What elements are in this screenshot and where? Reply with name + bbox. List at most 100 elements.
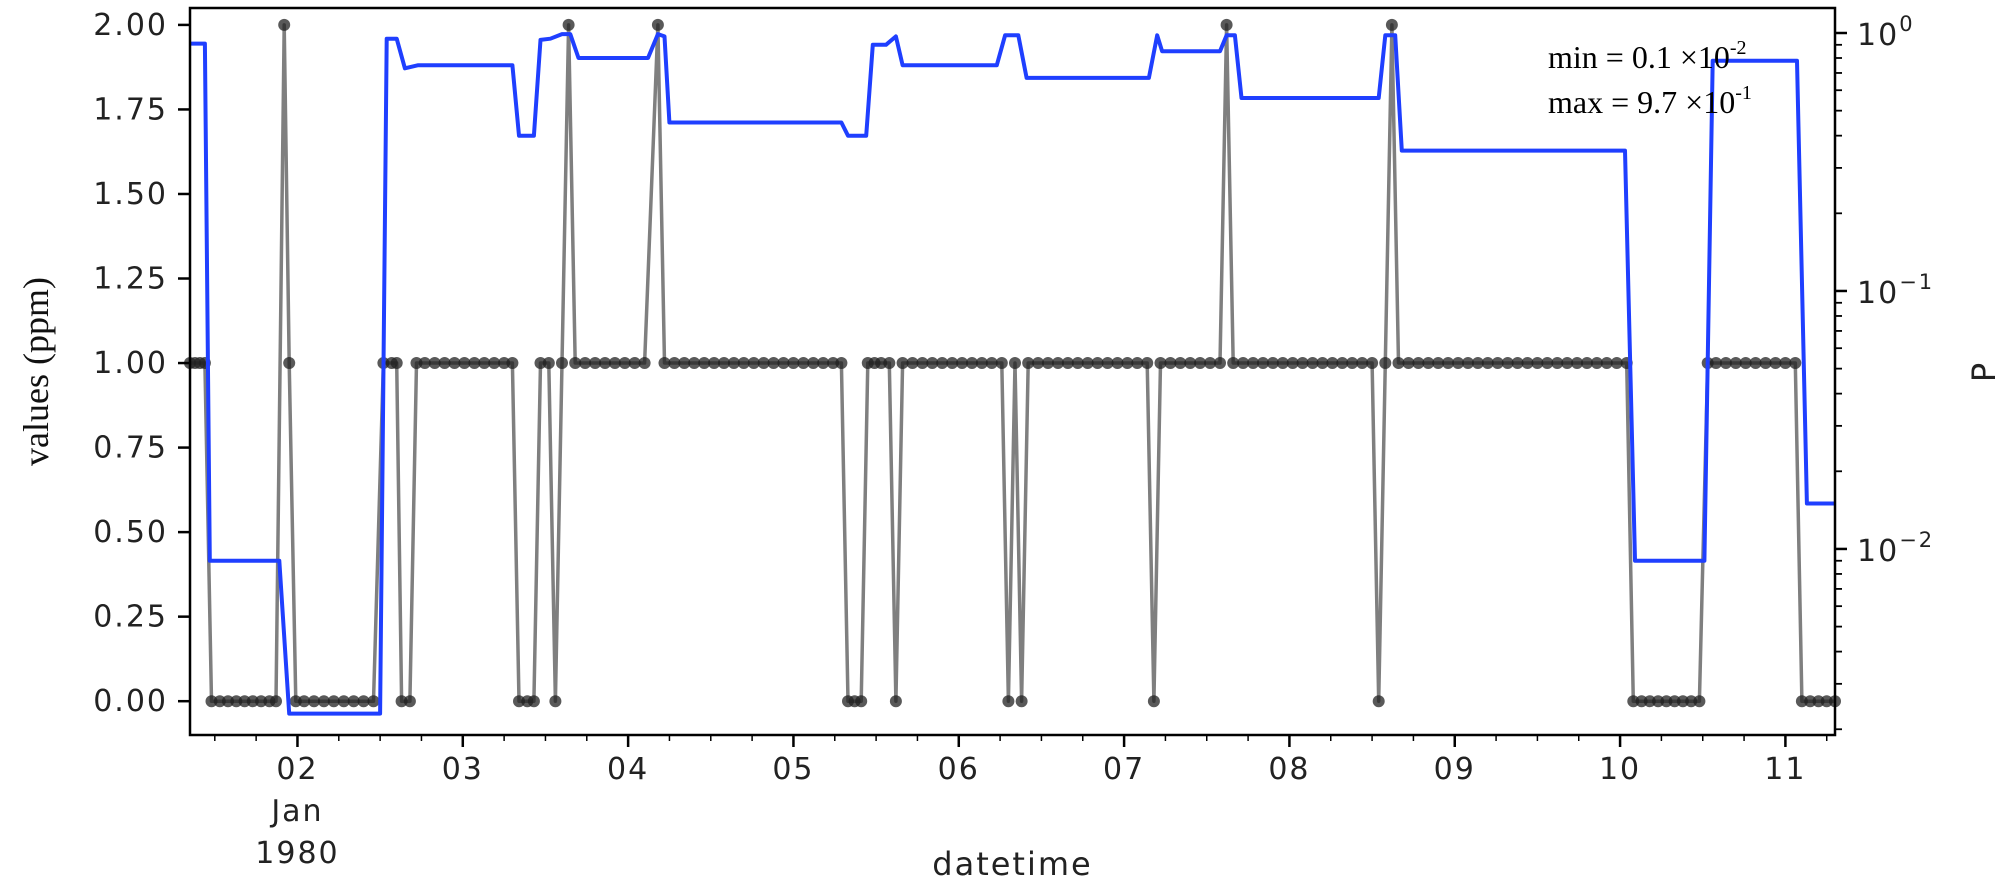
series-values-point <box>357 695 370 708</box>
series-values-point <box>317 695 330 708</box>
annotation-min: min = 0.1 ×10-2 <box>1548 37 1747 75</box>
series-values-point <box>1795 695 1808 708</box>
x-tick-label: 07 <box>1103 752 1145 787</box>
y-axis-title-left: values (ppm) <box>16 277 56 466</box>
series-values-point <box>1531 357 1544 369</box>
annotation-min-text: min = 0.1 ×10 <box>1548 39 1730 75</box>
series-values-point <box>347 695 360 708</box>
series-values-point <box>638 357 651 369</box>
series-values-point <box>1402 357 1415 369</box>
left-tick-label: 1.75 <box>93 92 168 127</box>
series-values-point <box>757 357 770 369</box>
series-values-point <box>283 357 296 369</box>
series-values-point <box>875 357 888 369</box>
series-values-point <box>1306 357 1319 369</box>
series-values-point <box>289 695 302 708</box>
series-values-point <box>1237 357 1250 369</box>
series-values-point <box>1081 357 1094 369</box>
series-values-point <box>1471 357 1484 369</box>
series-values-point <box>549 695 562 708</box>
series-values-point <box>688 357 701 369</box>
series-values-point <box>1184 357 1197 369</box>
series-values-point <box>698 357 711 369</box>
left-tick-label: 2.00 <box>93 8 168 43</box>
series-values-point <box>222 695 234 708</box>
series-values-point <box>1749 357 1762 369</box>
series-values-point <box>1257 357 1269 369</box>
series-values-point <box>1769 357 1782 369</box>
series-values-point <box>835 357 848 369</box>
series-values-point <box>1052 357 1064 369</box>
series-values-point <box>1266 357 1279 369</box>
series-values-point <box>498 357 511 369</box>
series-values-point <box>966 357 978 369</box>
left-axis: 0.00 0.25 0.50 0.75 1.00 1.25 1.50 1.75 2.00 <box>93 8 190 719</box>
series-values-point <box>708 357 721 369</box>
series-values-point <box>1643 695 1656 708</box>
left-tick-label: 0.50 <box>93 515 168 550</box>
series-values-point <box>975 357 988 369</box>
x-tick-label: 05 <box>772 752 814 787</box>
series-values-point <box>1042 357 1054 369</box>
x-tick-label: 11 <box>1764 752 1806 787</box>
series-values-point <box>238 695 251 708</box>
series-values-point <box>1590 357 1603 369</box>
series-values-point <box>668 357 681 369</box>
series-values-point <box>777 357 790 369</box>
series-values-point <box>1820 695 1833 708</box>
series-values-point <box>1164 357 1177 369</box>
series-values-point <box>1501 357 1514 369</box>
series-values-point <box>658 357 671 369</box>
series-values-point <box>1326 357 1339 369</box>
series-values-point <box>1015 695 1028 708</box>
x-tick-label: 04 <box>607 752 649 787</box>
series-values-point <box>1286 357 1299 369</box>
series-values-point <box>1316 357 1329 369</box>
series-values-point <box>1422 357 1435 369</box>
series-values-point <box>1676 695 1689 708</box>
series-values-point <box>579 357 592 369</box>
series-values-point <box>1668 695 1681 708</box>
series-values-point <box>827 357 840 369</box>
left-tick-label: 0.25 <box>93 600 168 635</box>
series-values-point <box>542 357 555 369</box>
series-values-point <box>1379 357 1392 369</box>
series-values-point <box>1685 695 1698 708</box>
series-values-point <box>1571 357 1584 369</box>
series-values-point <box>1366 357 1379 369</box>
series-values-point <box>1141 357 1154 369</box>
series-values-point <box>608 357 621 369</box>
series-values-point <box>718 357 730 369</box>
series-values-point <box>1131 357 1144 369</box>
series-values-point <box>1194 357 1207 369</box>
series-values-point <box>1710 357 1722 369</box>
series-values-point <box>270 695 282 708</box>
series-values-point <box>562 18 575 31</box>
series-values-point <box>418 357 431 369</box>
series-values-point <box>807 357 820 369</box>
series-values-point <box>727 357 740 369</box>
series-values-point <box>1610 357 1623 369</box>
series-values-point <box>936 357 949 369</box>
series-values-point <box>327 695 340 708</box>
series-values-point <box>1491 357 1504 369</box>
series-values-point <box>230 695 243 708</box>
annotation-max: max = 9.7 ×10-1 <box>1548 82 1752 120</box>
left-tick-label: 1.25 <box>93 262 168 297</box>
series-values-point <box>1174 357 1187 369</box>
left-tick-label: 1.50 <box>93 177 168 212</box>
left-tick-label: 0.75 <box>93 431 168 466</box>
series-values-point <box>1227 357 1240 369</box>
x-sublabel-year: 1980 <box>255 836 339 871</box>
series-values-point <box>1635 695 1648 708</box>
series-values-point <box>438 357 451 369</box>
series-values-point <box>1432 357 1445 369</box>
series-values-point <box>488 357 501 369</box>
series-values-point <box>956 357 969 369</box>
series-values-point <box>390 357 403 369</box>
right-tick-label: 10−1 <box>1857 270 1934 311</box>
series-values-point <box>1551 357 1564 369</box>
series-values-point <box>1101 357 1114 369</box>
series-values-point <box>1729 357 1742 369</box>
